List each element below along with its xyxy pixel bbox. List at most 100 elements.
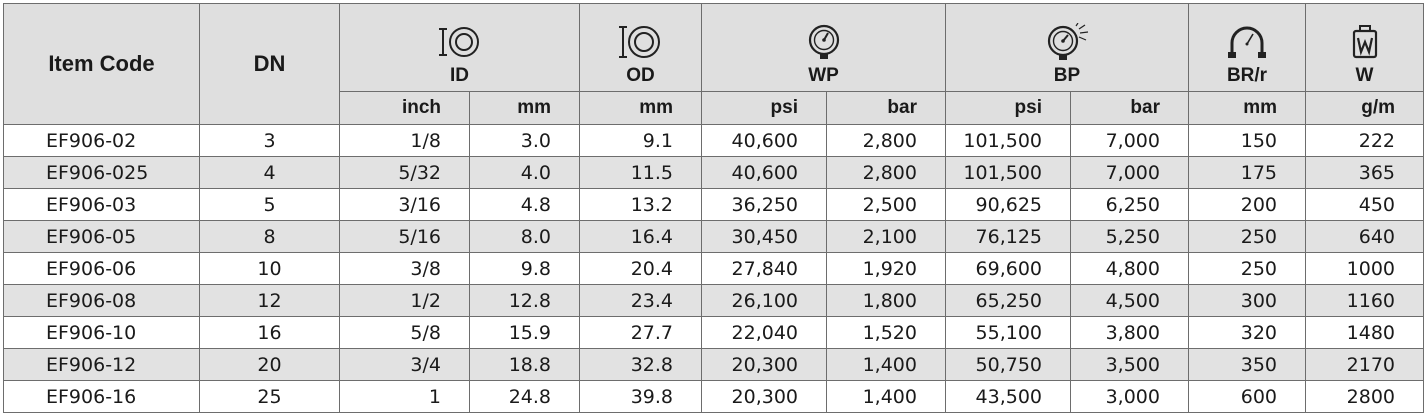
cell-wp-psi: 40,600 [701, 156, 827, 189]
cell-wp-bar: 1,520 [826, 316, 946, 349]
hose-inner-diameter-icon [340, 23, 579, 61]
cell-id-inch: 1/2 [339, 284, 470, 317]
cell-w-gm: 1160 [1305, 284, 1424, 317]
cell-wp-psi: 36,250 [701, 188, 827, 221]
table-row: EF906-03 5 3/16 4.8 13.2 36,250 2,500 90… [3, 188, 1424, 221]
cell-bp-bar: 6,250 [1070, 188, 1189, 221]
cell-br-mm: 350 [1188, 348, 1306, 381]
table-row: EF906-08 12 1/2 12.8 23.4 26,100 1,800 6… [3, 284, 1424, 317]
cell-od-mm: 27.7 [579, 316, 702, 349]
unit-wp-bar: bar [826, 91, 946, 125]
table-row: EF906-02 3 1/8 3.0 9.1 40,600 2,800 101,… [3, 124, 1424, 157]
header-w: W [1305, 3, 1424, 92]
cell-wp-psi: 40,600 [701, 124, 827, 157]
cell-br-mm: 200 [1188, 188, 1306, 221]
cell-item-code: EF906-06 [3, 252, 200, 285]
cell-item-code: EF906-03 [3, 188, 200, 221]
cell-dn: 25 [199, 380, 340, 413]
cell-od-mm: 16.4 [579, 220, 702, 253]
cell-id-inch: 5/16 [339, 220, 470, 253]
cell-bp-psi: 76,125 [945, 220, 1071, 253]
header-row-units: inch mm mm psi bar psi bar mm g/m [4, 91, 1424, 125]
cell-wp-psi: 30,450 [701, 220, 827, 253]
cell-id-inch: 1/8 [339, 124, 470, 157]
header-od: OD [579, 3, 702, 92]
cell-w-gm: 222 [1305, 124, 1424, 157]
cell-bp-psi: 65,250 [945, 284, 1071, 317]
cell-od-mm: 11.5 [579, 156, 702, 189]
cell-id-inch: 3/4 [339, 348, 470, 381]
burst-pressure-gauge-icon [946, 23, 1188, 61]
cell-bp-bar: 5,250 [1070, 220, 1189, 253]
header-w-label: W [1355, 65, 1374, 86]
cell-wp-psi: 20,300 [701, 348, 827, 381]
table-row: EF906-16 25 1 24.8 39.8 20,300 1,400 43,… [3, 380, 1424, 413]
header-wp: WP [701, 3, 946, 92]
cell-item-code: EF906-05 [3, 220, 200, 253]
cell-dn: 12 [199, 284, 340, 317]
header-id: ID [339, 3, 580, 92]
cell-br-mm: 250 [1188, 252, 1306, 285]
cell-wp-psi: 27,840 [701, 252, 827, 285]
hose-outer-diameter-icon [580, 23, 701, 61]
cell-bp-bar: 3,500 [1070, 348, 1189, 381]
cell-item-code: EF906-02 [3, 124, 200, 157]
cell-bp-psi: 50,750 [945, 348, 1071, 381]
header-od-label: OD [626, 65, 655, 86]
pressure-gauge-icon [702, 23, 945, 61]
cell-br-mm: 250 [1188, 220, 1306, 253]
cell-w-gm: 1480 [1305, 316, 1424, 349]
cell-w-gm: 365 [1305, 156, 1424, 189]
cell-id-mm: 4.0 [469, 156, 580, 189]
unit-id-inch: inch [339, 91, 470, 125]
cell-id-mm: 8.0 [469, 220, 580, 253]
cell-wp-bar: 2,500 [826, 188, 946, 221]
table-row: EF906-10 16 5/8 15.9 27.7 22,040 1,520 5… [3, 316, 1424, 349]
cell-bp-bar: 4,800 [1070, 252, 1189, 285]
header-item-code: Item Code [3, 3, 200, 125]
cell-item-code: EF906-025 [3, 156, 200, 189]
cell-od-mm: 13.2 [579, 188, 702, 221]
cell-dn: 5 [199, 188, 340, 221]
cell-wp-bar: 2,800 [826, 124, 946, 157]
cell-wp-bar: 2,100 [826, 220, 946, 253]
cell-wp-bar: 1,400 [826, 348, 946, 381]
cell-bp-psi: 43,500 [945, 380, 1071, 413]
cell-item-code: EF906-08 [3, 284, 200, 317]
hose-spec-table-container: Item Code DN ID [3, 3, 1424, 413]
cell-od-mm: 20.4 [579, 252, 702, 285]
cell-bp-psi: 55,100 [945, 316, 1071, 349]
cell-br-mm: 175 [1188, 156, 1306, 189]
cell-dn: 20 [199, 348, 340, 381]
table-header: Item Code DN ID [3, 3, 1424, 125]
unit-wp-psi: psi [701, 91, 827, 125]
cell-br-mm: 600 [1188, 380, 1306, 413]
cell-w-gm: 450 [1305, 188, 1424, 221]
cell-w-gm: 2170 [1305, 348, 1424, 381]
cell-od-mm: 23.4 [579, 284, 702, 317]
table-row: EF906-05 8 5/16 8.0 16.4 30,450 2,100 76… [3, 220, 1424, 253]
cell-wp-bar: 2,800 [826, 156, 946, 189]
weight-icon [1306, 23, 1423, 61]
cell-dn: 4 [199, 156, 340, 189]
unit-bp-psi: psi [945, 91, 1071, 125]
unit-id-mm: mm [469, 91, 580, 125]
header-wp-label: WP [808, 65, 839, 86]
cell-bp-psi: 101,500 [945, 156, 1071, 189]
cell-wp-bar: 1,400 [826, 380, 946, 413]
hose-spec-table: Item Code DN ID [3, 3, 1424, 413]
cell-w-gm: 640 [1305, 220, 1424, 253]
cell-od-mm: 9.1 [579, 124, 702, 157]
table-row: EF906-12 20 3/4 18.8 32.8 20,300 1,400 5… [3, 348, 1424, 381]
cell-wp-bar: 1,920 [826, 252, 946, 285]
header-id-label: ID [450, 65, 469, 86]
cell-bp-bar: 7,000 [1070, 124, 1189, 157]
header-brr: BR/r [1188, 3, 1306, 92]
cell-item-code: EF906-16 [3, 380, 200, 413]
bend-radius-icon [1189, 23, 1305, 61]
cell-id-mm: 3.0 [469, 124, 580, 157]
cell-wp-psi: 20,300 [701, 380, 827, 413]
cell-id-mm: 24.8 [469, 380, 580, 413]
unit-br-mm: mm [1188, 91, 1306, 125]
cell-id-mm: 12.8 [469, 284, 580, 317]
